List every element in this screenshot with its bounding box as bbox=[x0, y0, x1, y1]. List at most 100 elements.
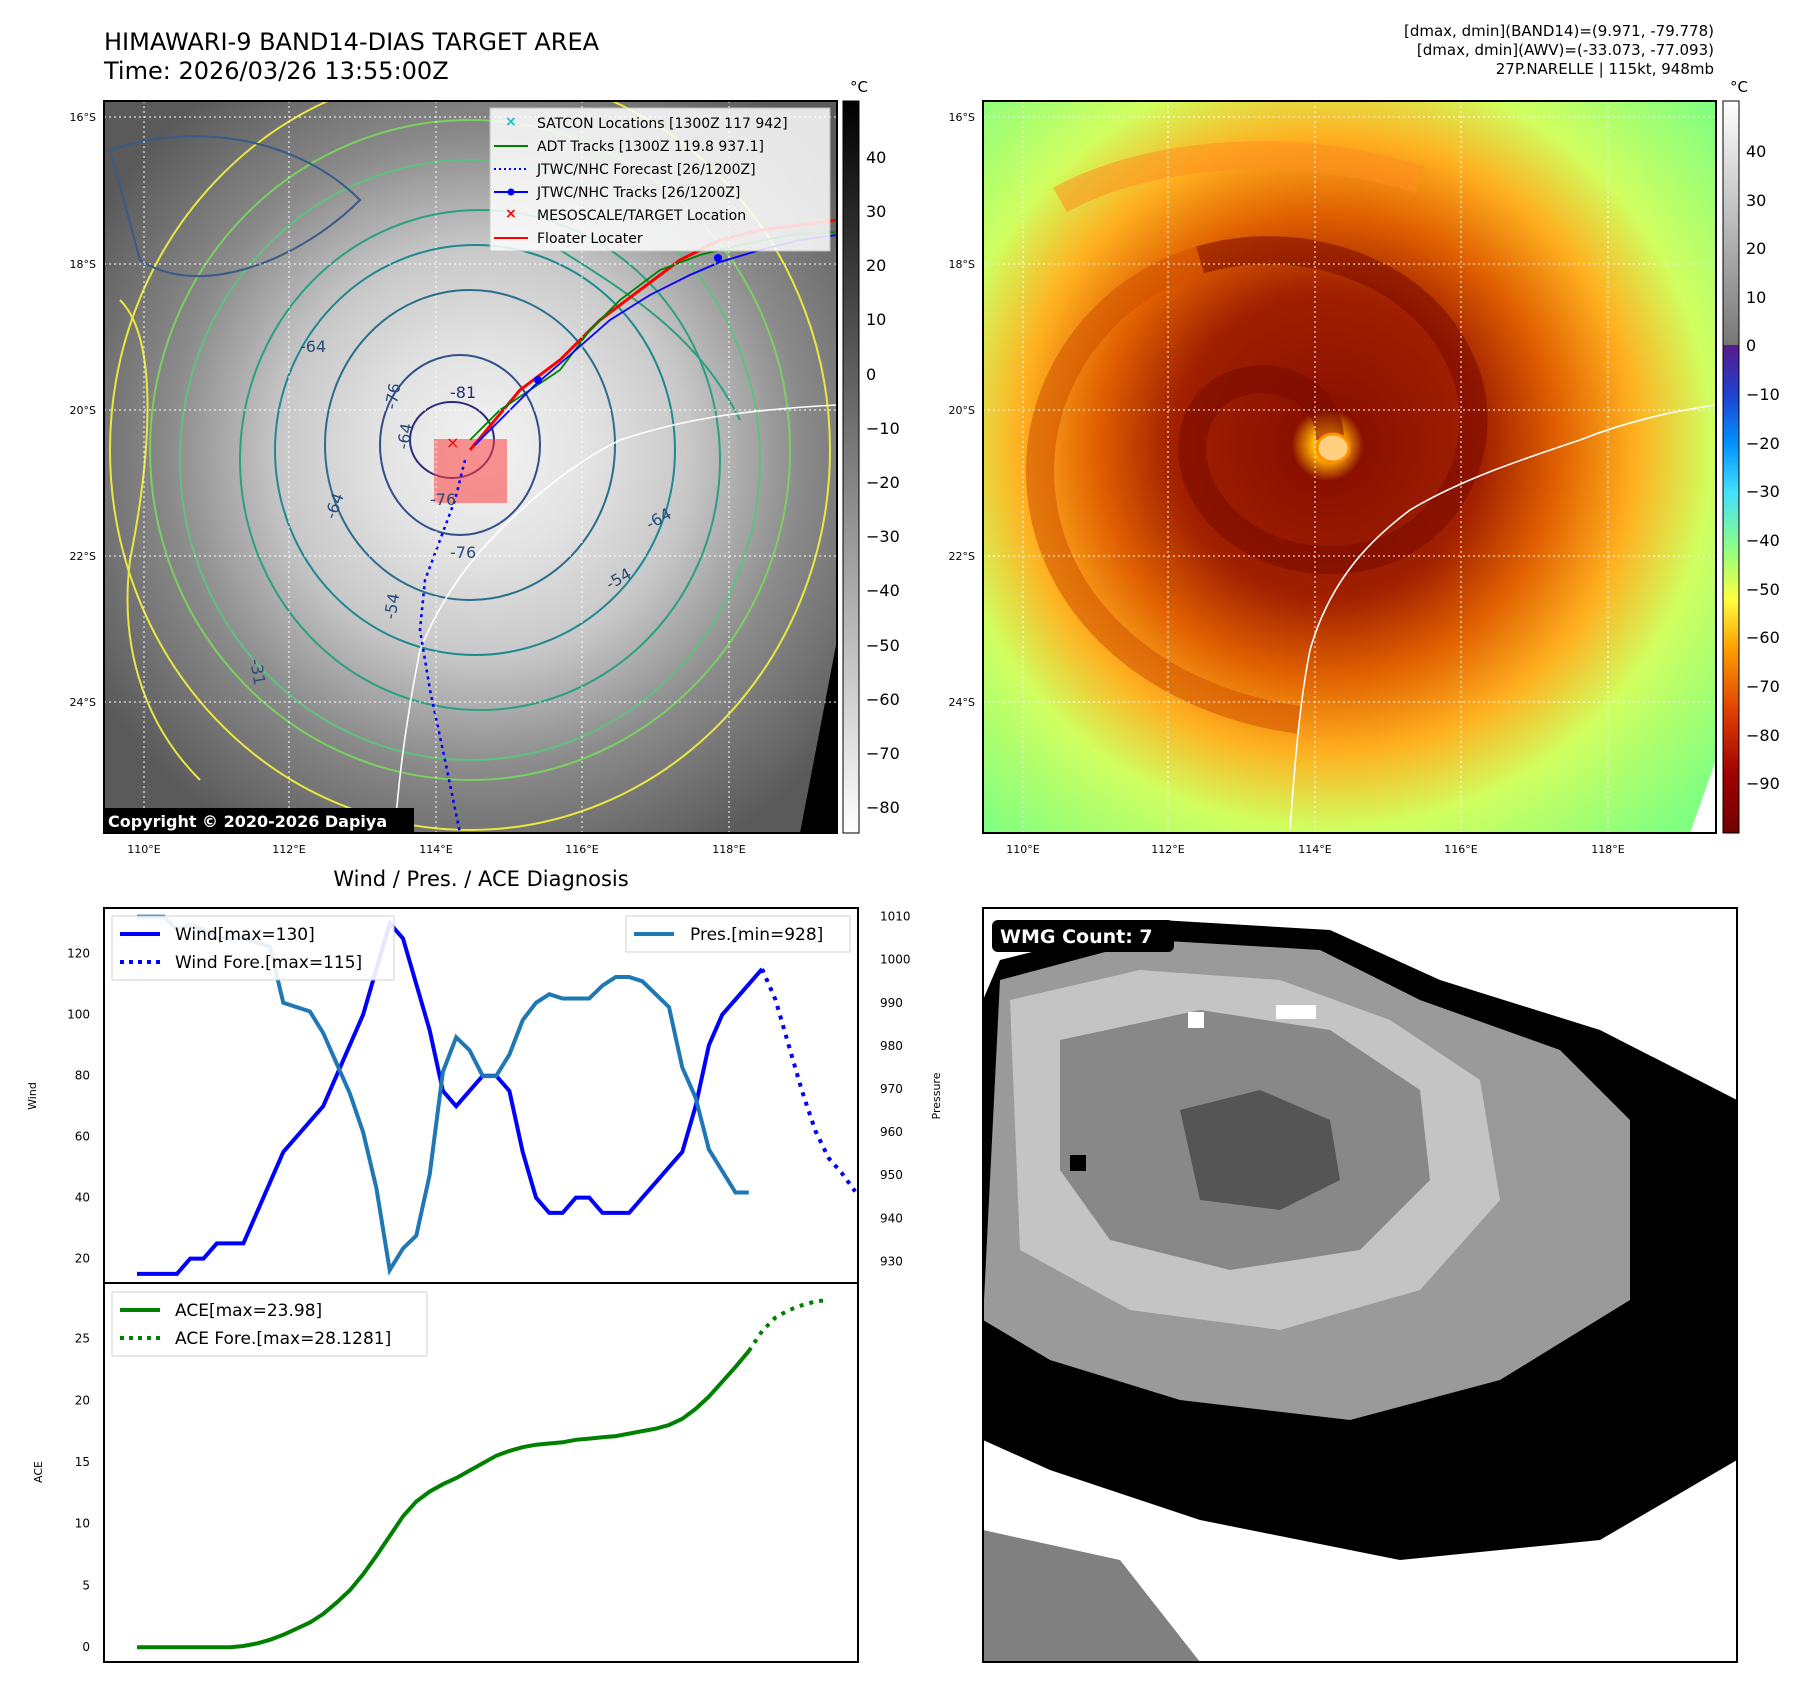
colorbar-frame bbox=[1722, 100, 1740, 834]
ace-axes bbox=[103, 1282, 859, 1663]
ace-line bbox=[137, 1349, 751, 1650]
ace-ylabel: ACE bbox=[32, 1461, 45, 1483]
title-line-2: Time: 2026/03/26 13:55:00Z bbox=[104, 57, 449, 85]
wind-ylabel: Wind bbox=[26, 1082, 39, 1110]
legend-label: ADT Tracks [1300Z 119.8 937.1] bbox=[537, 139, 764, 155]
colorbar-tick: −40 bbox=[866, 581, 900, 600]
legend-label: JTWC/NHC Tracks [26/1200Z] bbox=[536, 185, 740, 201]
colorbar-tick: 10 bbox=[866, 310, 886, 329]
colorbar-tick: −20 bbox=[866, 473, 900, 492]
no-data-wedge bbox=[800, 640, 837, 833]
lon-label: 114°E bbox=[419, 843, 452, 856]
info-line-2: [dmax, dmin](AWV)=(-33.073, -77.093) bbox=[1416, 41, 1714, 59]
pressure-ytick: 1010 bbox=[880, 910, 911, 924]
wmg-count-label: WMG Count: 7 bbox=[1000, 926, 1153, 948]
lon-label: 116°E bbox=[565, 843, 598, 856]
wmg-corner-gray bbox=[983, 1530, 1200, 1662]
legend-label: Pres.[min=928] bbox=[690, 925, 823, 945]
colorbar-tick: −70 bbox=[1746, 677, 1780, 696]
lon-label: 116°E bbox=[1444, 843, 1477, 856]
track-point bbox=[534, 376, 542, 384]
ace-legend: ACE[max=23.98] ACE Fore.[max=28.1281] bbox=[111, 1291, 428, 1357]
lon-label: 110°E bbox=[127, 843, 160, 856]
lat-label: 18°S bbox=[949, 258, 975, 271]
colorbar-tick: −40 bbox=[1746, 531, 1780, 550]
colorbar-tick: 30 bbox=[866, 202, 886, 221]
lat-label: 22°S bbox=[949, 550, 975, 563]
contour-label: -76 bbox=[430, 490, 456, 509]
wmg-core bbox=[1180, 1090, 1340, 1210]
lat-label: 20°S bbox=[70, 404, 96, 417]
colorbar-gradient-top bbox=[1723, 101, 1739, 345]
lat-label: 24°S bbox=[949, 696, 975, 709]
ace-ytick: 10 bbox=[75, 1517, 90, 1531]
ir-color-image bbox=[983, 101, 1716, 833]
pressure-ytick: 950 bbox=[880, 1168, 903, 1182]
ace-ytick: 20 bbox=[75, 1393, 90, 1407]
title-line-1: HIMAWARI-9 BAND14-DIAS TARGET AREA bbox=[104, 28, 600, 56]
colorbar-gradient-bottom bbox=[1723, 345, 1739, 833]
map-legend: × SATCON Locations [1300Z 117 942] ADT T… bbox=[489, 107, 831, 252]
legend-label: MESOSCALE/TARGET Location bbox=[537, 208, 746, 224]
pressure-ytick: 940 bbox=[880, 1211, 903, 1225]
wind-ytick: 80 bbox=[75, 1069, 90, 1083]
wind-forecast-line bbox=[760, 968, 857, 1193]
wmg-frame bbox=[982, 907, 1738, 1663]
colorbar-unit: °C bbox=[1730, 78, 1748, 96]
colorbar-tick: −60 bbox=[866, 690, 900, 709]
legend-symbol: × bbox=[505, 114, 517, 130]
wmg-panel: WMG Count: 7 bbox=[982, 907, 1738, 1663]
figure-title: HIMAWARI-9 BAND14-DIAS TARGET AREA Time:… bbox=[104, 28, 599, 86]
lon-label: 112°E bbox=[1151, 843, 1184, 856]
colorbar-tick: −30 bbox=[1746, 482, 1780, 501]
wind-ytick: 40 bbox=[75, 1191, 90, 1205]
ace-yticks: 25 20 15 10 5 0 bbox=[75, 1332, 90, 1655]
left-lon-labels: 110°E 112°E 114°E 116°E 118°E bbox=[127, 843, 745, 856]
contour-lines bbox=[108, 101, 831, 831]
pressure-ytick: 930 bbox=[880, 1254, 903, 1268]
ace-ytick: 25 bbox=[75, 1332, 90, 1346]
colorbar-ticks: 40 30 20 10 0 −10 −20 −30 −40 −50 −60 −7… bbox=[1746, 142, 1780, 793]
colorbar-gradient bbox=[842, 100, 860, 834]
contour-label: -64 bbox=[300, 337, 326, 356]
right-map-panel: 16°S 18°S 20°S 22°S 24°S 110°E 112°E 114… bbox=[949, 78, 1780, 856]
colorbar-tick: 40 bbox=[1746, 142, 1766, 161]
wind-yticks: 120 100 80 60 40 20 bbox=[67, 947, 90, 1266]
left-map-panel: × -64 -76 -81 -64 -76 -76 bbox=[70, 78, 900, 856]
ace-series-group bbox=[137, 1297, 829, 1650]
pressure-yticks: 1010 1000 990 980 970 960 950 940 930 bbox=[880, 910, 911, 1269]
colorbar-tick: −10 bbox=[1746, 385, 1780, 404]
colorbar-tick: −60 bbox=[1746, 628, 1780, 647]
lon-label: 118°E bbox=[1591, 843, 1624, 856]
ace-ytick: 0 bbox=[82, 1640, 90, 1654]
pressure-ytick: 990 bbox=[880, 996, 903, 1010]
lat-label: 24°S bbox=[70, 696, 96, 709]
pressure-ytick: 1000 bbox=[880, 953, 911, 967]
track-point bbox=[714, 254, 722, 262]
copyright-box bbox=[104, 808, 414, 833]
no-data-wedge bbox=[1690, 760, 1716, 833]
target-marker: × bbox=[446, 433, 459, 452]
colorbar-tick: −80 bbox=[866, 798, 900, 817]
spiral-bands bbox=[1025, 141, 1488, 734]
colorbar-ticks: 40 30 20 10 0 −10 −20 −30 −40 −50 −60 −7… bbox=[866, 148, 900, 817]
coastline bbox=[394, 404, 837, 831]
colorbar-tick: 0 bbox=[1746, 336, 1756, 355]
colorbar-tick: −50 bbox=[1746, 580, 1780, 599]
legend-label: Floater Locater bbox=[537, 231, 643, 247]
colorbar-tick: 10 bbox=[1746, 288, 1766, 307]
legend-label: SATCON Locations [1300Z 117 942] bbox=[537, 116, 788, 132]
colorbar-tick: 20 bbox=[1746, 239, 1766, 258]
right-map-frame bbox=[982, 100, 1717, 834]
colorbar-tick: −20 bbox=[1746, 434, 1780, 453]
wmg-label-box bbox=[992, 920, 1174, 952]
legend-label: Wind[max=130] bbox=[175, 925, 315, 945]
left-map-frame bbox=[103, 100, 838, 834]
legend-symbol bbox=[507, 188, 515, 196]
left-lat-labels: 16°S 18°S 20°S 22°S 24°S bbox=[70, 111, 96, 709]
colorbar-tick: 40 bbox=[866, 148, 886, 167]
legend-label: Wind Fore.[max=115] bbox=[175, 953, 362, 973]
pressure-ytick: 970 bbox=[880, 1082, 903, 1096]
colorbar-tick: 20 bbox=[866, 256, 886, 275]
